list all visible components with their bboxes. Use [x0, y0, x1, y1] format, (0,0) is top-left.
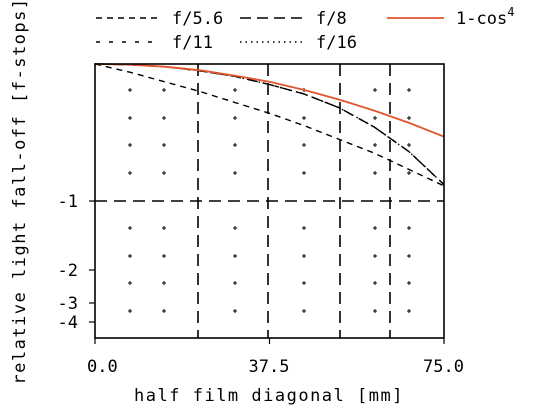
grid-dot: [302, 116, 306, 120]
grid-dot: [373, 143, 377, 147]
grid-dot: [128, 226, 132, 230]
grid-dot: [233, 309, 237, 313]
grid-dot: [407, 254, 411, 258]
grid-dot: [373, 226, 377, 230]
grid-dot: [128, 88, 132, 92]
grid-dot: [128, 309, 132, 313]
grid-dot: [373, 254, 377, 258]
legend-label-4: f/11: [172, 33, 213, 53]
grid-dot: [162, 309, 166, 313]
series-line-1: [94, 63, 445, 187]
grid-dot: [373, 88, 377, 92]
grid-dot: [302, 143, 306, 147]
grid-dot: [162, 226, 166, 230]
grid-dot: [128, 281, 132, 285]
x-axis-label: half film diagonal [mm]: [134, 386, 404, 406]
grid-dot: [302, 281, 306, 285]
series-line-5: [94, 63, 445, 138]
grid-dot: [302, 309, 306, 313]
grid-dot: [128, 171, 132, 175]
grid-dot: [373, 116, 377, 120]
x-tick-label: 37.5: [249, 357, 290, 377]
grid-dot: [407, 226, 411, 230]
grid-dot: [128, 254, 132, 258]
x-tick-label: 75.0: [423, 357, 464, 377]
grid-dot: [128, 116, 132, 120]
grid-dot: [162, 88, 166, 92]
grid-dot: [162, 116, 166, 120]
grid-dot: [373, 309, 377, 313]
legend-label-2: f/8: [316, 9, 347, 29]
legend-label-superscript: 4: [507, 5, 514, 19]
grid-dot: [407, 309, 411, 313]
legend-label-3: 1-cos4: [456, 5, 514, 29]
grid-dot: [233, 226, 237, 230]
y-tick-label: -4: [58, 313, 78, 333]
grid-dot: [407, 116, 411, 120]
grid-dot: [233, 143, 237, 147]
y-axis-label: relative light fall-off [f-stops]: [10, 0, 30, 385]
grid-dot: [233, 254, 237, 258]
grid-dot: [162, 281, 166, 285]
grid-dot: [302, 226, 306, 230]
series-line-4: [94, 63, 445, 186]
grid-dot: [373, 171, 377, 175]
y-tick-label: -1: [58, 192, 78, 212]
legend-label-1: f/5.6: [172, 9, 223, 29]
grid-dot: [407, 143, 411, 147]
legend-label-5: f/16: [316, 33, 357, 53]
grid-dot: [407, 88, 411, 92]
grid-dot: [162, 254, 166, 258]
y-tick-label: -3: [58, 294, 78, 314]
grid-dot: [302, 254, 306, 258]
y-tick-label: -2: [58, 261, 78, 281]
grid-dot: [233, 171, 237, 175]
grid-dot: [128, 143, 132, 147]
x-tick-label: 0.0: [87, 357, 118, 377]
grid-dot: [162, 171, 166, 175]
grid-dot: [233, 116, 237, 120]
grid-dot: [407, 171, 411, 175]
grid-dot: [373, 281, 377, 285]
grid-dot: [233, 281, 237, 285]
grid-dot: [233, 88, 237, 92]
grid-dot: [407, 281, 411, 285]
grid-dot: [162, 143, 166, 147]
grid-dot: [302, 171, 306, 175]
